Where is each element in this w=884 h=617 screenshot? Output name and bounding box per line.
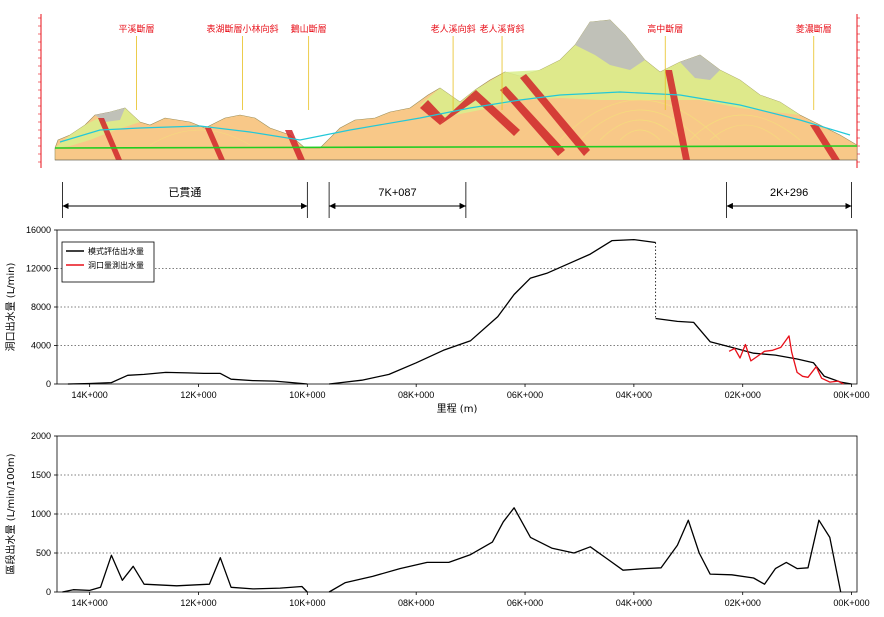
x-tick-label: 02K+000 <box>725 598 761 608</box>
x-tick-label: 06K+000 <box>507 598 543 608</box>
series-line <box>655 317 852 385</box>
geological-cross-section: 平溪斷層 表湖斷層小林向斜 鵝山斷層 老人溪向斜 老人溪背斜 高中斷層 菱濃斷層 <box>38 14 860 168</box>
range-label: 7K+087 <box>378 187 416 199</box>
y-tick-label: 8000 <box>31 302 51 312</box>
legend-box <box>61 241 155 283</box>
series-line <box>328 507 842 593</box>
series-line <box>62 554 308 593</box>
x-tick-label: 10K+000 <box>289 390 325 400</box>
y-axis-title: 區段出水量 (L/min/100m) <box>4 453 17 574</box>
x-tick-label: 12K+000 <box>180 598 216 608</box>
x-axis-title: 里程 (m) <box>437 403 478 415</box>
legend-label: 模式評估出水量 <box>88 246 144 256</box>
x-tick-label: 02K+000 <box>725 390 761 400</box>
groundwater-level <box>59 91 851 143</box>
x-tick-label: 00K+000 <box>833 390 869 400</box>
construction-ranges: 已貫通 7K+087 2K+296 <box>62 182 852 218</box>
y-tick-label: 0 <box>46 587 51 597</box>
x-tick-label: 04K+000 <box>616 390 652 400</box>
fault-label: 菱濃斷層 <box>796 23 832 35</box>
y-tick-label: 2000 <box>31 431 51 441</box>
fault-label: 表湖斷層小林向斜 <box>207 23 279 35</box>
y-tick-label: 16000 <box>26 225 51 235</box>
legend-label: 洞口量測出水量 <box>88 260 144 270</box>
series-line <box>329 238 656 385</box>
x-tick-label: 00K+000 <box>833 598 869 608</box>
fault-zones <box>98 70 840 160</box>
fault-label: 老人溪向斜 <box>431 23 476 35</box>
y-tick-label: 12000 <box>26 264 51 274</box>
fault-labels: 平溪斷層 表湖斷層小林向斜 鵝山斷層 老人溪向斜 老人溪背斜 高中斷層 菱濃斷層 <box>118 23 832 110</box>
y-tick-label: 1000 <box>31 509 51 519</box>
fault-label: 老人溪背斜 <box>480 23 525 35</box>
y-tick-label: 1500 <box>31 470 51 480</box>
fault-label: 平溪斷層 <box>118 23 154 35</box>
series-line <box>67 371 308 385</box>
x-tick-label: 12K+000 <box>180 390 216 400</box>
y-tick-label: 4000 <box>31 341 51 351</box>
x-tick-label: 14K+000 <box>72 598 108 608</box>
fault-label: 高中斷層 <box>647 23 683 35</box>
section-discharge-chart: 0 500 1000 1500 2000 14K+000 12K+000 10K+000 08K… <box>4 431 870 608</box>
range-label: 2K+296 <box>770 187 808 199</box>
fault-label: 鵝山斷層 <box>291 23 327 35</box>
x-tick-label: 08K+000 <box>398 598 434 608</box>
discharge-chart: 0 4000 8000 12000 16000 14K+000 12K+000 10K+000… <box>4 225 870 415</box>
y-tick-label: 500 <box>36 548 51 558</box>
y-axis-title: 洞口出水量 (L/min) <box>4 263 17 352</box>
x-tick-label: 08K+000 <box>398 390 434 400</box>
rock-contours <box>149 99 801 146</box>
x-tick-label: 06K+000 <box>507 390 543 400</box>
series-line <box>728 335 844 385</box>
x-tick-label: 10K+000 <box>289 598 325 608</box>
x-tick-label: 14K+000 <box>72 390 108 400</box>
tunnel-alignment <box>54 145 858 149</box>
range-label: 已貫通 <box>168 186 201 199</box>
y-tick-label: 0 <box>46 379 51 389</box>
x-tick-label: 04K+000 <box>616 598 652 608</box>
